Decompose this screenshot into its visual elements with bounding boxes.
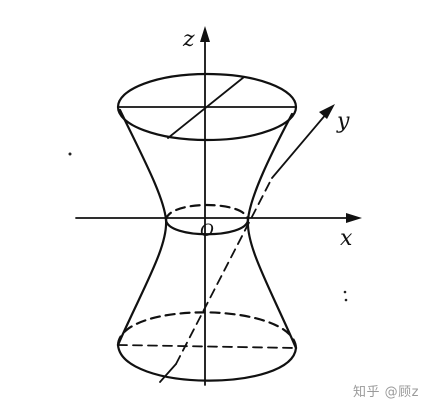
- waist-ellipse-front: [164, 218, 250, 236]
- waist-ellipse-back: [164, 204, 250, 222]
- y-axis-hidden-segment: [175, 177, 273, 365]
- top-rim-diagonal: [167, 76, 245, 139]
- x-axis-label: x: [340, 226, 353, 251]
- x-axis-arrowhead: [346, 213, 362, 223]
- watermark: 知乎 @顾z: [353, 385, 419, 400]
- z-axis-arrowhead: [200, 26, 210, 42]
- origin-label: O: [200, 221, 214, 241]
- left-side-contour: [116, 108, 168, 347]
- y-axis-label: y: [336, 109, 350, 134]
- bottom-rim-front: [116, 343, 298, 382]
- scan-speck: [68, 152, 72, 156]
- z-axis-label: z: [182, 27, 195, 52]
- y-axis-arrowhead: [319, 104, 335, 119]
- y-axis-visible-segment: [271, 112, 328, 179]
- right-side-contour: [246, 112, 298, 350]
- bottom-rim-chord: [117, 344, 297, 349]
- scan-speck: [343, 290, 347, 294]
- bottom-rim-back: [116, 311, 298, 350]
- y-axis-front-segment: [159, 363, 177, 383]
- scan-speck: [344, 298, 348, 302]
